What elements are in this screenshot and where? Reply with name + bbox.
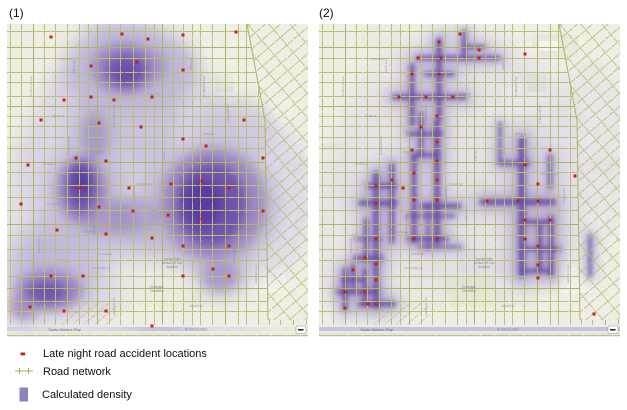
svg-text:Santa Monica Fwy: Santa Monica Fwy [48,327,81,332]
svg-text:Cambridge St: Cambridge St [92,266,111,270]
svg-text:W 11th St: W 11th St [137,182,150,186]
svg-text:W 15th St: W 15th St [83,230,96,234]
svg-text:Mariposa Ave: Mariposa Ave [92,217,96,235]
svg-text:Dewey Ave: Dewey Ave [232,248,236,263]
svg-text:S Berendo St: S Berendo St [538,105,542,123]
svg-text:W 4th St: W 4th St [459,92,471,96]
svg-text:Catalina St: Catalina St [562,189,566,204]
svg-text:Cemetery: Cemetery [150,289,164,293]
svg-text:W 14th St: W 14th St [411,252,424,256]
svg-text:W Adams Blvd: W Adams Blvd [185,328,207,332]
svg-text:Cemetery: Cemetery [462,289,476,293]
svg-text:Catalina St: Catalina St [250,189,254,204]
svg-text:Irolo St: Irolo St [474,151,478,161]
svg-text:W 10th St: W 10th St [43,162,56,166]
svg-text:Shatto St: Shatto St [501,58,505,71]
svg-text:S Harvard Blvd: S Harvard Blvd [444,186,448,207]
svg-text:W 23rd St: W 23rd St [189,304,203,308]
svg-text:Angeles: Angeles [166,265,178,269]
svg-text:W 23rd St: W 23rd St [501,304,515,308]
svg-text:W 8th St: W 8th St [515,132,527,136]
svg-text:Kenmore Ave: Kenmore Ave [566,265,570,283]
svg-text:Cambridge St: Cambridge St [404,266,423,270]
svg-text:S Western Ave: S Western Ave [202,76,206,96]
svg-text:Leeward Ave: Leeward Ave [541,172,559,176]
svg-text:Magnolia Ave: Magnolia Ave [112,297,116,315]
svg-text:Menlo Ave: Menlo Ave [72,59,76,73]
svg-text:Shatto St: Shatto St [189,58,193,71]
svg-text:S Vermont Ave: S Vermont Ave [341,76,345,96]
svg-text:Menlo Ave: Menlo Ave [384,59,388,73]
svg-text:S Western Ave: S Western Ave [514,76,518,96]
svg-text:W 4th St: W 4th St [147,92,159,96]
svg-text:James M Wood Blvd: James M Wood Blvd [495,162,523,166]
svg-text:Rosedale: Rosedale [462,285,476,289]
svg-text:Magnolia Ave: Magnolia Ave [424,297,428,315]
svg-text:W 2nd St: W 2nd St [59,57,72,61]
svg-text:S Hobart Blvd: S Hobart Blvd [67,136,71,155]
svg-text:W 12th St: W 12th St [47,202,60,206]
svg-text:W 14th St: W 14th St [99,252,112,256]
svg-text:School Of Los: School Of Los [474,261,494,265]
svg-text:S Hobart Blvd: S Hobart Blvd [379,136,383,155]
svg-text:W 11th St: W 11th St [449,182,462,186]
svg-text:Fedora St: Fedora St [152,209,156,222]
svg-text:W 2nd St: W 2nd St [371,57,384,61]
svg-text:Leeward Ave: Leeward Ave [229,172,247,176]
svg-text:Santa Monica Fwy: Santa Monica Fwy [360,327,393,332]
svg-text:S Berendo St: S Berendo St [226,105,230,123]
svg-text:W 17th St: W 17th St [529,222,542,226]
svg-text:Loyola High: Loyola High [476,257,493,261]
svg-text:S Normandie Ave: S Normandie Ave [424,104,428,128]
svg-text:Mariposa Ave: Mariposa Ave [404,217,408,235]
svg-text:S Harvard Blvd: S Harvard Blvd [132,186,136,207]
svg-text:Oxford Ave: Oxford Ave [37,238,41,253]
svg-text:S Vermont Ave: S Vermont Ave [29,76,33,96]
svg-text:Fedora St: Fedora St [464,209,468,222]
svg-text:W 9th St: W 9th St [403,150,415,154]
svg-text:S Normandie Ave: S Normandie Ave [112,104,116,128]
svg-text:W 12th St: W 12th St [359,202,372,206]
svg-text:Kenmore Ave: Kenmore Ave [254,265,258,283]
svg-text:Rosedale: Rosedale [150,285,164,289]
svg-text:Angeles: Angeles [478,265,490,269]
svg-text:W 10th St: W 10th St [355,162,368,166]
svg-text:W 8th St: W 8th St [53,114,65,118]
svg-text:W 17th St: W 17th St [217,222,230,226]
svg-text:Irolo St: Irolo St [162,151,166,161]
svg-text:Dewey Ave: Dewey Ave [544,248,548,263]
svg-text:James M Wood Blvd: James M Wood Blvd [183,162,211,166]
svg-text:W 8th St: W 8th St [365,114,377,118]
svg-text:Oxford Ave: Oxford Ave [349,238,353,253]
svg-text:W 9th St: W 9th St [91,150,103,154]
svg-text:W Adams Blvd: W Adams Blvd [497,328,519,332]
svg-text:W 15th St: W 15th St [395,230,408,234]
svg-text:School Of Los: School Of Los [162,261,182,265]
svg-text:W 8th St: W 8th St [203,132,215,136]
svg-text:Loyola High: Loyola High [164,257,181,261]
